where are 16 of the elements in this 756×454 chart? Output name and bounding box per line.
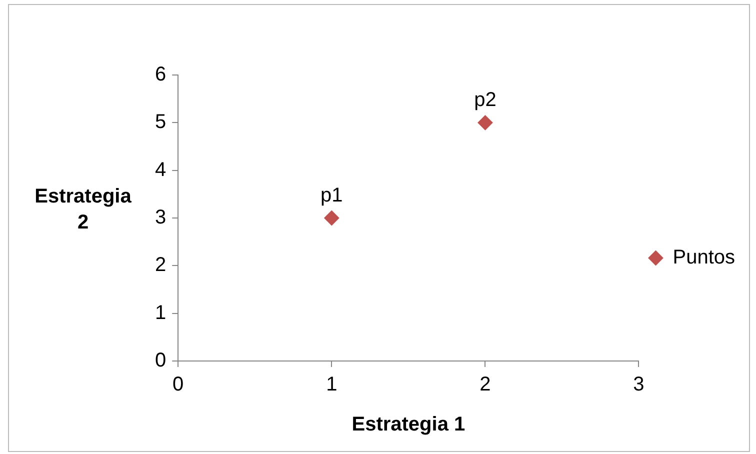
legend-label: Puntos	[672, 246, 735, 269]
y-tick-label: 2	[155, 254, 166, 276]
y-tick-label: 1	[155, 302, 166, 324]
y-tick-label: 4	[155, 158, 166, 181]
x-axis-title: Estrategia 1	[352, 414, 466, 436]
x-tick-label: 1	[326, 374, 338, 396]
y-axis-title: Estrategia 2	[34, 186, 132, 234]
x-tick-label: 3	[633, 374, 644, 396]
y-tick-label: 0	[155, 350, 166, 372]
annotation: p2	[474, 89, 496, 112]
y-tick-label: 3	[155, 206, 166, 229]
x-tick-label: 0	[172, 374, 184, 396]
y-tick-label: 6	[155, 64, 166, 86]
y-tick-label: 5	[155, 111, 166, 134]
annotation: p1	[320, 184, 343, 207]
x-tick-label: 2	[480, 374, 491, 396]
